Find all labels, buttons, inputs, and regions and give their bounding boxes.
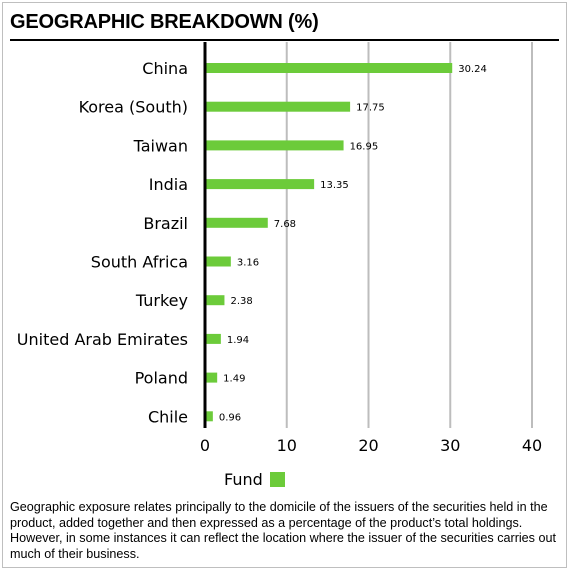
bar [205, 179, 315, 190]
x-tick-label: 40 [522, 436, 542, 455]
category-label: Turkey [135, 291, 188, 310]
data-label: 1.94 [227, 335, 249, 346]
bar [205, 333, 221, 344]
bar [205, 63, 453, 73]
bar [205, 372, 218, 383]
bar [205, 217, 268, 228]
data-label: 1.49 [223, 374, 245, 385]
category-label: Taiwan [133, 136, 188, 155]
data-label: 2.38 [230, 296, 252, 307]
legend-swatch [269, 472, 285, 487]
data-label: 13.35 [320, 180, 349, 191]
category-label: Korea (South) [79, 98, 188, 117]
footnote: Geographic exposure relates principally … [10, 500, 556, 561]
category-label: Poland [135, 369, 188, 388]
category-label: Chile [148, 407, 188, 426]
bar [205, 411, 213, 422]
x-tick-label: 20 [358, 436, 378, 455]
data-label: 17.75 [356, 103, 385, 114]
title-divider [10, 39, 559, 41]
bar [205, 295, 225, 306]
x-tick-label: 10 [277, 436, 297, 455]
bar [205, 140, 344, 151]
data-label: 7.68 [274, 219, 296, 230]
category-label: China [142, 59, 188, 78]
legend: Fund [224, 470, 285, 489]
data-label: 30.24 [458, 64, 487, 75]
category-label: Brazil [143, 214, 188, 233]
x-tick-label: 30 [440, 436, 460, 455]
data-label: 3.16 [237, 258, 259, 269]
chart-title: GEOGRAPHIC BREAKDOWN (%) [10, 11, 319, 33]
data-label: 0.96 [219, 412, 241, 423]
category-label: India [149, 175, 188, 194]
data-label: 16.95 [350, 141, 379, 152]
bar [205, 256, 231, 267]
category-label: United Arab Emirates [17, 330, 188, 349]
category-label: South Africa [91, 253, 188, 272]
legend-label: Fund [224, 470, 263, 489]
bar [205, 101, 351, 112]
x-tick-label: 0 [200, 436, 210, 455]
